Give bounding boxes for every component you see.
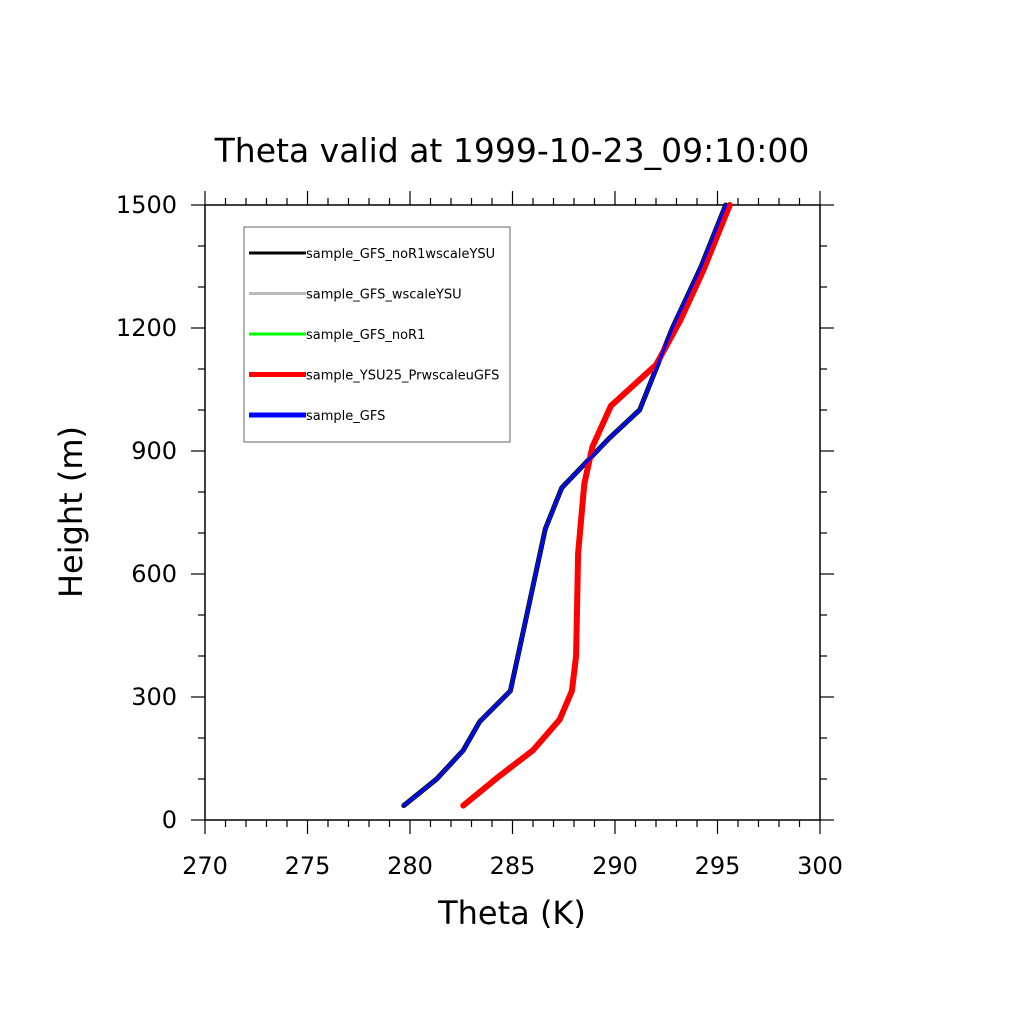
legend-label-4: sample_YSU25_PrwscaleuGFS <box>306 369 499 384</box>
x-tick-label: 295 <box>695 852 741 880</box>
y-tick-label: 300 <box>131 683 177 711</box>
y-tick-label: 1500 <box>116 191 177 219</box>
y-tick-label: 900 <box>131 437 177 465</box>
y-tick-label: 600 <box>131 560 177 588</box>
x-axis-label: Theta (K) <box>437 894 586 932</box>
legend-label-2: sample_GFS_wscaleYSU <box>306 288 462 303</box>
plot-axes: 270 275 280 285 290 295 300 0 300 600 900 1200 1500 <box>116 191 843 880</box>
x-tick-label: 285 <box>490 852 536 880</box>
legend-label-3: sample_GFS_noR1 <box>306 328 425 343</box>
series-line-5 <box>402 203 728 808</box>
y-axis-label: Height (m) <box>52 426 90 598</box>
y-tick-label: 0 <box>162 806 177 834</box>
legend: sample_GFS_noR1wscaleYSU sample_GFS_wscal… <box>243 226 511 443</box>
plot-series <box>401 202 733 809</box>
series-line-4 <box>460 202 733 809</box>
y-tick-label: 1200 <box>116 314 177 342</box>
chart-title: Theta valid at 1999-10-23_09:10:00 <box>214 131 810 170</box>
legend-label-1: sample_GFS_noR1wscaleYSU <box>306 247 495 262</box>
x-tick-label: 290 <box>592 852 638 880</box>
x-tick-label: 280 <box>387 852 433 880</box>
x-tick-label: 300 <box>797 852 843 880</box>
x-tick-label: 275 <box>285 852 331 880</box>
legend-label-5: sample_GFS <box>306 409 385 424</box>
x-tick-label: 270 <box>182 852 228 880</box>
